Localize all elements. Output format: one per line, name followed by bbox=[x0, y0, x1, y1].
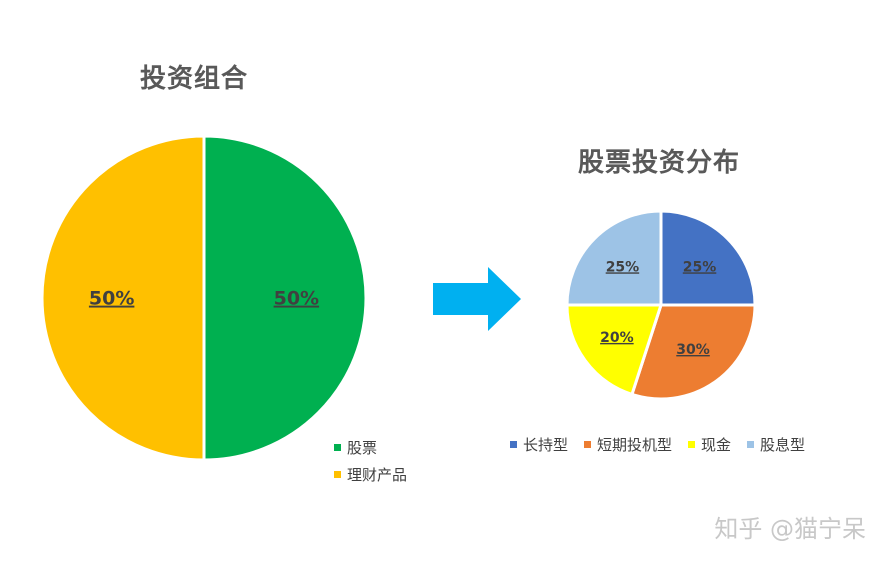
stock-dist-slice-1 bbox=[630, 303, 757, 401]
legend-swatch-dividend bbox=[747, 441, 755, 448]
legend-item-short-term: 短期投机型 bbox=[584, 434, 672, 455]
stock-dist-data-label-0: 25% bbox=[683, 259, 717, 275]
legend-swatch-stocks bbox=[334, 444, 341, 451]
stock-dist-slice-3 bbox=[565, 209, 663, 307]
legend-item-long-hold: 长持型 bbox=[510, 434, 568, 455]
portfolio-data-label-1: 50% bbox=[89, 288, 134, 310]
legend-item-stocks: 股票 bbox=[334, 434, 407, 461]
stock-dist-data-label-3: 25% bbox=[606, 259, 640, 275]
legend-item-cash: 现金 bbox=[688, 434, 731, 455]
legend-label-long-hold: 长持型 bbox=[523, 436, 569, 454]
stock-dist-slice-2 bbox=[565, 303, 664, 397]
portfolio-slice-0 bbox=[202, 134, 368, 462]
stock-dist-data-label-2: 20% bbox=[600, 330, 634, 346]
legend-item-wealth-products: 理财产品 bbox=[334, 461, 407, 488]
legend-portfolio: 股票 理财产品 bbox=[334, 434, 407, 488]
stock-dist-slice-0 bbox=[659, 209, 757, 307]
legend-label-stocks: 股票 bbox=[347, 439, 378, 457]
watermark: 知乎 @猫宁呆 bbox=[714, 515, 866, 543]
legend-item-dividend: 股息型 bbox=[747, 434, 805, 455]
legend-label-cash: 现金 bbox=[701, 436, 732, 454]
right-arrow-icon bbox=[433, 267, 521, 331]
legend-label-short-term: 短期投机型 bbox=[597, 436, 673, 454]
chart-title-portfolio: 投资组合 bbox=[140, 64, 249, 94]
legend-swatch-long-hold bbox=[510, 441, 517, 448]
chart-title-stock-distribution: 股票投资分布 bbox=[578, 148, 741, 178]
legend-swatch-wealth-products bbox=[334, 471, 341, 478]
legend-label-dividend: 股息型 bbox=[760, 436, 806, 454]
portfolio-slice-1 bbox=[40, 134, 206, 462]
legend-swatch-short-term bbox=[584, 441, 592, 448]
stock-dist-data-label-1: 30% bbox=[676, 342, 710, 358]
legend-stock-distribution: 长持型 短期投机型 现金 股息型 bbox=[510, 434, 821, 455]
legend-swatch-cash bbox=[688, 441, 696, 448]
portfolio-data-label-0: 50% bbox=[274, 288, 319, 310]
legend-label-wealth-products: 理财产品 bbox=[347, 466, 408, 484]
